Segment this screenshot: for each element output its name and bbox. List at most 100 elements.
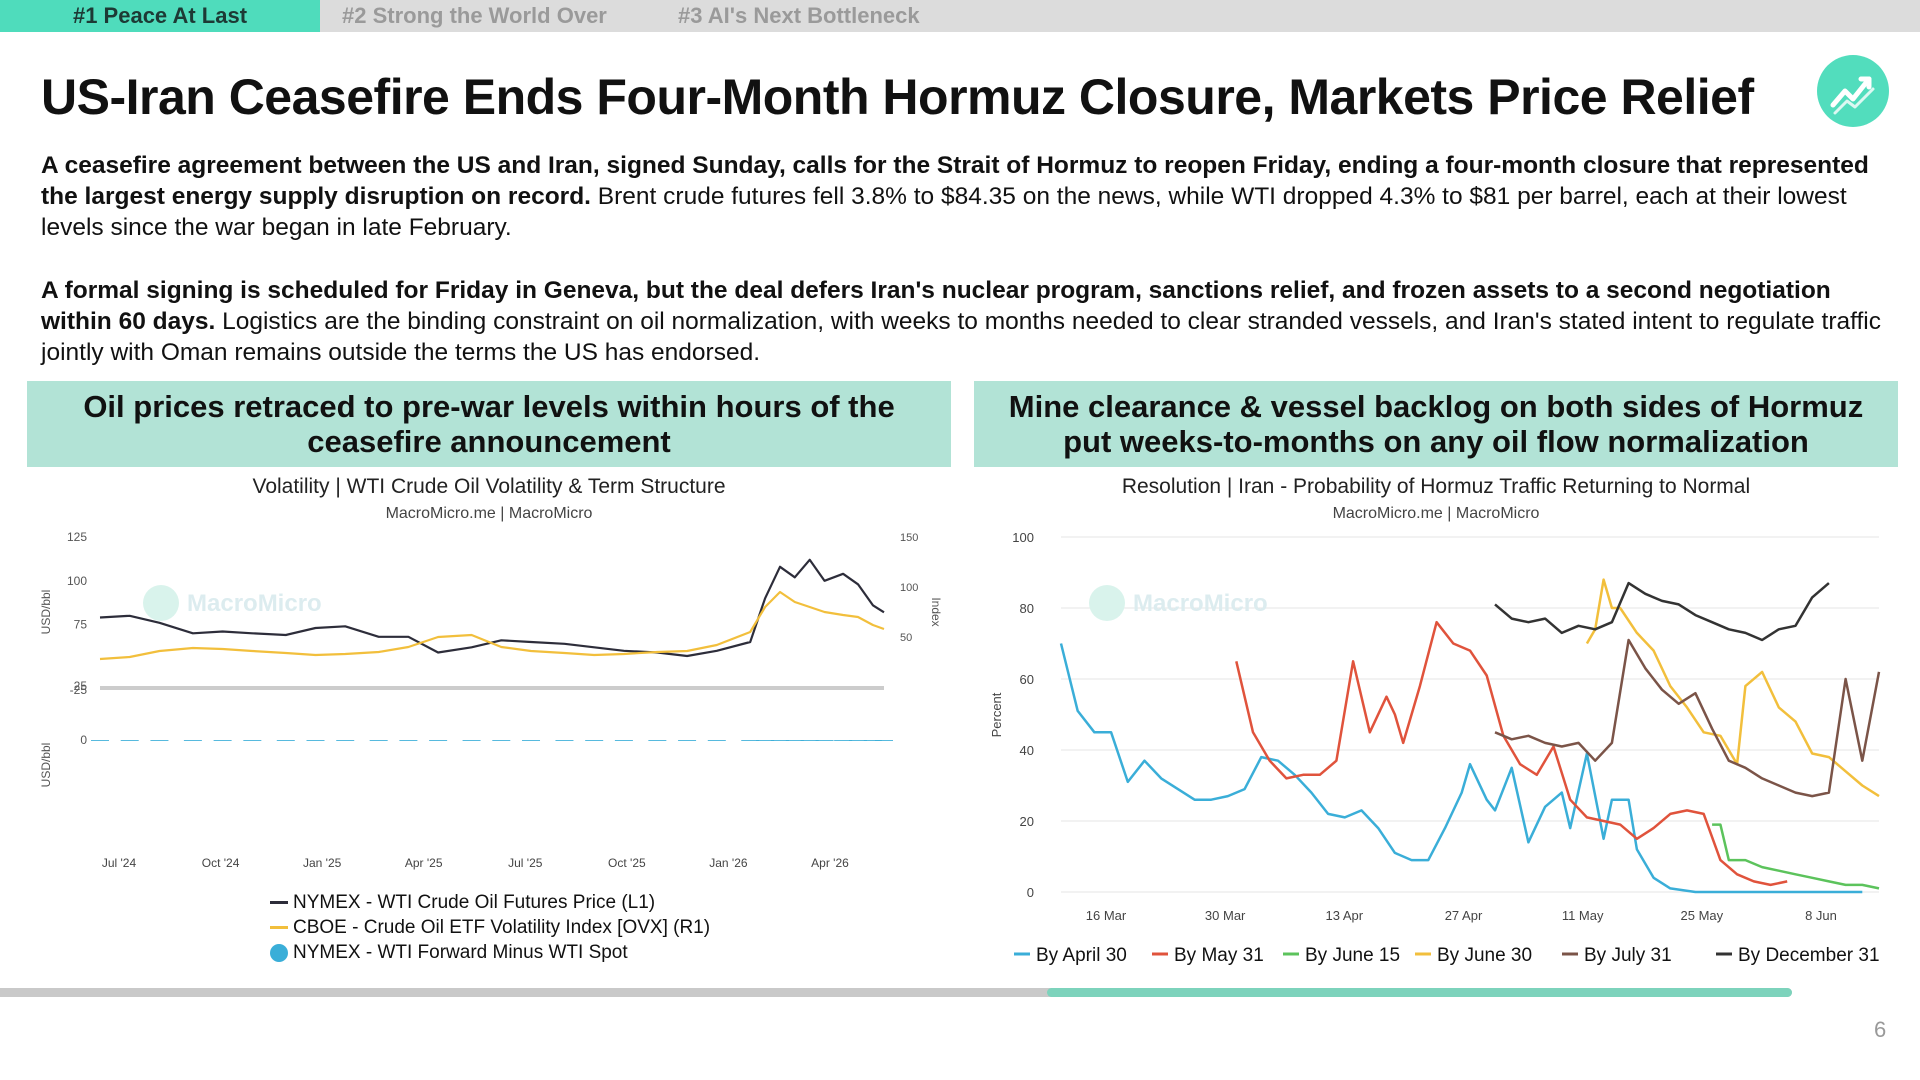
- left-panel-header: Oil prices retraced to pre-war levels wi…: [27, 381, 951, 467]
- legend-ovx-label: CBOE - Crude Oil ETF Volatility Index [O…: [293, 917, 711, 938]
- y-tick-left-75: 75: [74, 618, 88, 632]
- tab-bar: #1 Peace At Last #2 Strong the World Ove…: [0, 0, 1920, 32]
- chart-trend-icon: [1817, 55, 1889, 127]
- x-tick-oct-25: Oct '25: [608, 856, 646, 870]
- x-tick-11-may: 11 May: [1562, 908, 1604, 923]
- bar-forward-minus-spot-14: [522, 740, 541, 741]
- bar-forward-minus-spot-1: [120, 740, 139, 741]
- y-axis-label-left: USD/bbl: [39, 590, 53, 635]
- x-tick-27-apr: 27 Apr: [1445, 908, 1483, 923]
- legend-wti-futures: NYMEX - WTI Crude Oil Futures Price (L1): [270, 892, 655, 914]
- bar-forward-minus-spot-19: [678, 740, 697, 741]
- bar-forward-minus-spot-17: [614, 740, 633, 741]
- left-chart: MacroMicro 25 75 100 125 50 100 150 USD/bbl Index…: [39, 530, 943, 870]
- x-tick-30-mar: 30 Mar: [1205, 908, 1246, 923]
- bar-forward-minus-spot-28: [848, 740, 867, 741]
- y-tick-60: 60: [1020, 672, 1034, 687]
- paragraph-1-body: Brent crude futures fell 3.8% to $84.35 …: [41, 183, 1847, 241]
- paragraph-2-body: Logistics are the binding constraint on …: [41, 308, 1881, 366]
- y-axis-label-bottom: USD/bbl: [39, 743, 53, 788]
- bar-forward-minus-spot-27: [834, 740, 853, 741]
- legend-label-by-december-31: By December 31: [1738, 945, 1880, 966]
- x-tick-13-apr: 13 Apr: [1326, 908, 1364, 923]
- y-tick-80: 80: [1020, 601, 1034, 616]
- x-tick-jan-26: Jan '26: [709, 856, 748, 870]
- legend-label-by-june-15: By June 15: [1305, 945, 1400, 966]
- y-tick-40: 40: [1020, 743, 1034, 758]
- series-line-by-july-31: [1494, 638, 1881, 798]
- bar-forward-minus-spot-26: [815, 740, 834, 741]
- legend-label-by-july-31: By July 31: [1584, 945, 1672, 966]
- tab-peace-at-last[interactable]: #1 Peace At Last: [0, 0, 320, 32]
- y-tick-0: 0: [1027, 885, 1034, 900]
- series-line-by-december-31: [1494, 581, 1830, 642]
- summary-paragraph-1: A ceasefire agreement between the US and…: [41, 150, 1891, 243]
- y-tick-right-150: 150: [900, 532, 918, 544]
- bar-forward-minus-spot-29: [863, 740, 882, 741]
- paragraph-2-lead: A formal signing is scheduled for Friday…: [41, 277, 1831, 335]
- tab-strong-the-world-over[interactable]: #2 Strong the World Over: [342, 3, 607, 28]
- y-axis-label-right: Index: [929, 597, 943, 626]
- x-tick-25-may: 25 May: [1681, 908, 1724, 923]
- bar-forward-minus-spot-2: [150, 740, 169, 741]
- bar-forward-minus-spot-7: [306, 740, 325, 741]
- y-tick-100: 100: [1012, 530, 1034, 545]
- series-line-by-april-30: [1059, 643, 1863, 894]
- right-chart-title: Resolution | Iran - Probability of Hormu…: [1121, 475, 1751, 498]
- tab-ais-next-bottleneck[interactable]: #3 AI's Next Bottleneck: [678, 3, 920, 28]
- x-tick-apr-25: Apr '25: [405, 856, 443, 870]
- bar-forward-minus-spot-16: [585, 740, 604, 741]
- legend-ovx: CBOE - Crude Oil ETF Volatility Index [O…: [270, 917, 710, 939]
- bar-forward-minus-spot-24: [785, 740, 804, 741]
- bar-forward-minus-spot-8: [336, 740, 355, 741]
- bar-forward-minus-spot-0: [91, 740, 109, 741]
- series-line-cboe-crude-oil-etf-volatility-index-ovx-r1: [99, 590, 885, 661]
- x-tick-16-mar: 16 Mar: [1086, 908, 1127, 923]
- bar-forward-minus-spot-11: [429, 740, 448, 741]
- series-line-by-june-15: [1712, 823, 1880, 890]
- x-tick-jan-25: Jan '25: [303, 856, 342, 870]
- legend-wti-futures-label: NYMEX - WTI Crude Oil Futures Price (L1): [293, 892, 656, 913]
- legend-item-by-december-31: By December 31: [1716, 945, 1880, 966]
- series-line-nymex-wti-crude-oil-futures-price-l1: [99, 558, 885, 658]
- bar-forward-minus-spot-6: [276, 740, 295, 741]
- legend-forward-spread-label: NYMEX - WTI Forward Minus WTI Spot: [293, 942, 628, 963]
- bar-forward-minus-spot-18: [648, 740, 667, 741]
- legend-label-by-may-31: By May 31: [1174, 945, 1264, 966]
- y-tick-right-100: 100: [900, 582, 918, 594]
- y-tick-bottom-25: -25: [70, 683, 88, 697]
- bar-forward-minus-spot-9: [369, 740, 388, 741]
- bar-forward-minus-spot-5: [243, 740, 262, 741]
- x-tick-oct-24: Oct '24: [202, 856, 240, 870]
- bar-forward-minus-spot-12: [462, 740, 481, 741]
- series-line-by-may-31: [1235, 620, 1788, 887]
- right-chart-source: MacroMicro.me | MacroMicro: [1332, 505, 1540, 522]
- legend-forward-spread: NYMEX - WTI Forward Minus WTI Spot: [270, 942, 628, 964]
- chart-watermark: MacroMicro: [1133, 590, 1268, 617]
- bar-forward-minus-spot-15: [555, 740, 574, 741]
- bar-forward-minus-spot-20: [707, 740, 726, 741]
- x-tick-8-jun: 8 Jun: [1805, 908, 1837, 923]
- summary-paragraph-2: A formal signing is scheduled for Friday…: [41, 275, 1891, 368]
- legend-item-by-june-15: By June 15: [1283, 945, 1400, 966]
- y-tick-20: 20: [1020, 814, 1034, 829]
- x-tick-jul-25: Jul '25: [508, 856, 543, 870]
- bar-forward-minus-spot-25: [800, 740, 819, 741]
- left-chart-source: MacroMicro.me | MacroMicro: [385, 505, 593, 522]
- slide-progress-track: [0, 988, 1792, 997]
- watermark-icon: [143, 585, 179, 621]
- legend-label-by-april-30: By April 30: [1036, 945, 1127, 966]
- legend-item-by-july-31: By July 31: [1562, 945, 1672, 966]
- bar-forward-minus-spot-23: [770, 740, 789, 741]
- paragraph-1-lead: A ceasefire agreement between the US and…: [41, 152, 1869, 210]
- right-panel-header: Mine clearance & vessel backlog on both …: [974, 381, 1898, 467]
- y-tick-left-125: 125: [67, 530, 87, 544]
- legend-label-by-june-30: By June 30: [1437, 945, 1532, 966]
- y-tick-left-100: 100: [67, 574, 87, 588]
- y-tick-left-25: 25: [74, 679, 88, 693]
- watermark-icon: [1089, 585, 1125, 621]
- chart-watermark: MacroMicro: [187, 590, 322, 617]
- x-tick-jul-24: Jul '24: [102, 856, 137, 870]
- page-number: 6: [1874, 1017, 1887, 1042]
- bar-forward-minus-spot-4: [213, 740, 232, 741]
